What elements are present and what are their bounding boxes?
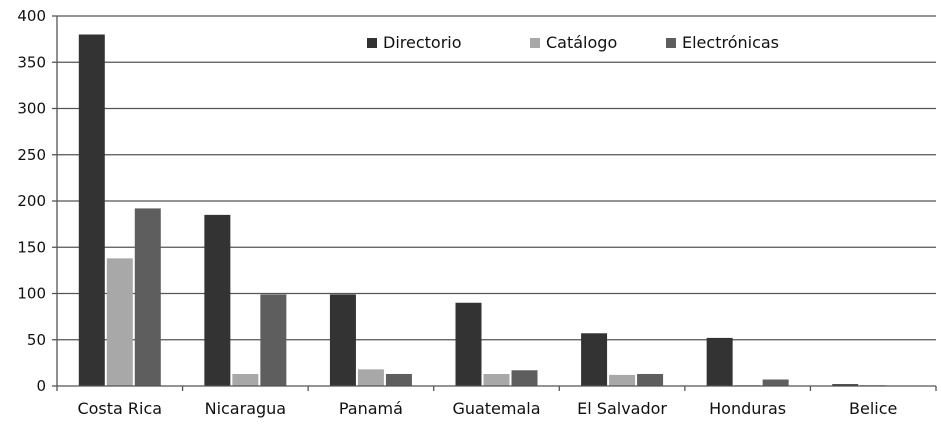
y-tick-label: 200 bbox=[17, 192, 46, 210]
bar bbox=[483, 373, 510, 386]
y-tick-labels: 0 50 100 150 200 250 300 350 400 bbox=[17, 7, 46, 395]
y-tick-label: 350 bbox=[17, 53, 46, 71]
y-tick-label: 150 bbox=[17, 238, 46, 256]
bar bbox=[357, 369, 384, 386]
y-tick-label: 0 bbox=[36, 377, 46, 395]
legend-label: Directorio bbox=[383, 33, 462, 52]
bar bbox=[706, 337, 733, 386]
bar bbox=[78, 34, 105, 386]
legend-label: Electrónicas bbox=[682, 33, 779, 52]
y-tick-label: 300 bbox=[17, 100, 46, 118]
x-category-label: Guatemala bbox=[452, 399, 540, 418]
bar bbox=[134, 208, 161, 386]
bar bbox=[260, 294, 287, 386]
legend-label: Catálogo bbox=[546, 33, 617, 52]
legend-swatch bbox=[367, 38, 377, 48]
bar bbox=[762, 379, 789, 386]
bar bbox=[637, 373, 664, 386]
axes bbox=[52, 15, 937, 391]
y-tick-label: 50 bbox=[27, 331, 46, 349]
bar bbox=[204, 214, 231, 386]
bar bbox=[581, 333, 608, 386]
bar bbox=[232, 373, 259, 386]
y-tick-label: 400 bbox=[17, 7, 46, 25]
x-category-label: Panamá bbox=[339, 399, 403, 418]
bar bbox=[329, 294, 356, 386]
y-tick-label: 250 bbox=[17, 146, 46, 164]
x-category-label: El Salvador bbox=[577, 399, 667, 418]
x-category-label: Honduras bbox=[709, 399, 786, 418]
legend: Directorio Catálogo Electrónicas bbox=[367, 33, 779, 52]
bars bbox=[78, 34, 887, 386]
legend-swatch bbox=[530, 38, 540, 48]
bar bbox=[609, 374, 636, 386]
x-category-labels: Costa Rica Nicaragua Panamá Guatemala El Sal… bbox=[77, 399, 897, 418]
y-tick-label: 100 bbox=[17, 285, 46, 303]
bar bbox=[106, 258, 133, 386]
gridlines bbox=[57, 15, 936, 341]
bar bbox=[385, 373, 412, 386]
bar bbox=[832, 384, 859, 386]
legend-swatch bbox=[666, 38, 676, 48]
bar bbox=[511, 370, 538, 386]
x-category-label: Costa Rica bbox=[77, 399, 162, 418]
x-category-label: Belice bbox=[849, 399, 897, 418]
x-category-label: Nicaragua bbox=[205, 399, 287, 418]
bar bbox=[455, 302, 482, 386]
